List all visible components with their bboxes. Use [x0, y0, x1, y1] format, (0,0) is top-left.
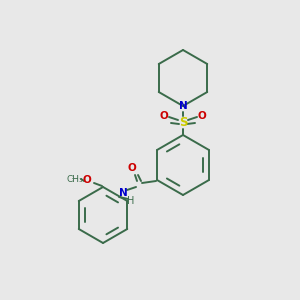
- Text: N: N: [118, 188, 127, 198]
- Text: H: H: [127, 196, 135, 206]
- Text: O: O: [160, 111, 168, 121]
- Text: O: O: [128, 163, 136, 173]
- Text: methoxy: methoxy: [72, 177, 78, 178]
- Text: CH₃: CH₃: [67, 176, 83, 184]
- Text: N: N: [178, 101, 188, 111]
- Text: O: O: [82, 175, 91, 185]
- Text: S: S: [179, 116, 187, 128]
- Text: O: O: [198, 111, 206, 121]
